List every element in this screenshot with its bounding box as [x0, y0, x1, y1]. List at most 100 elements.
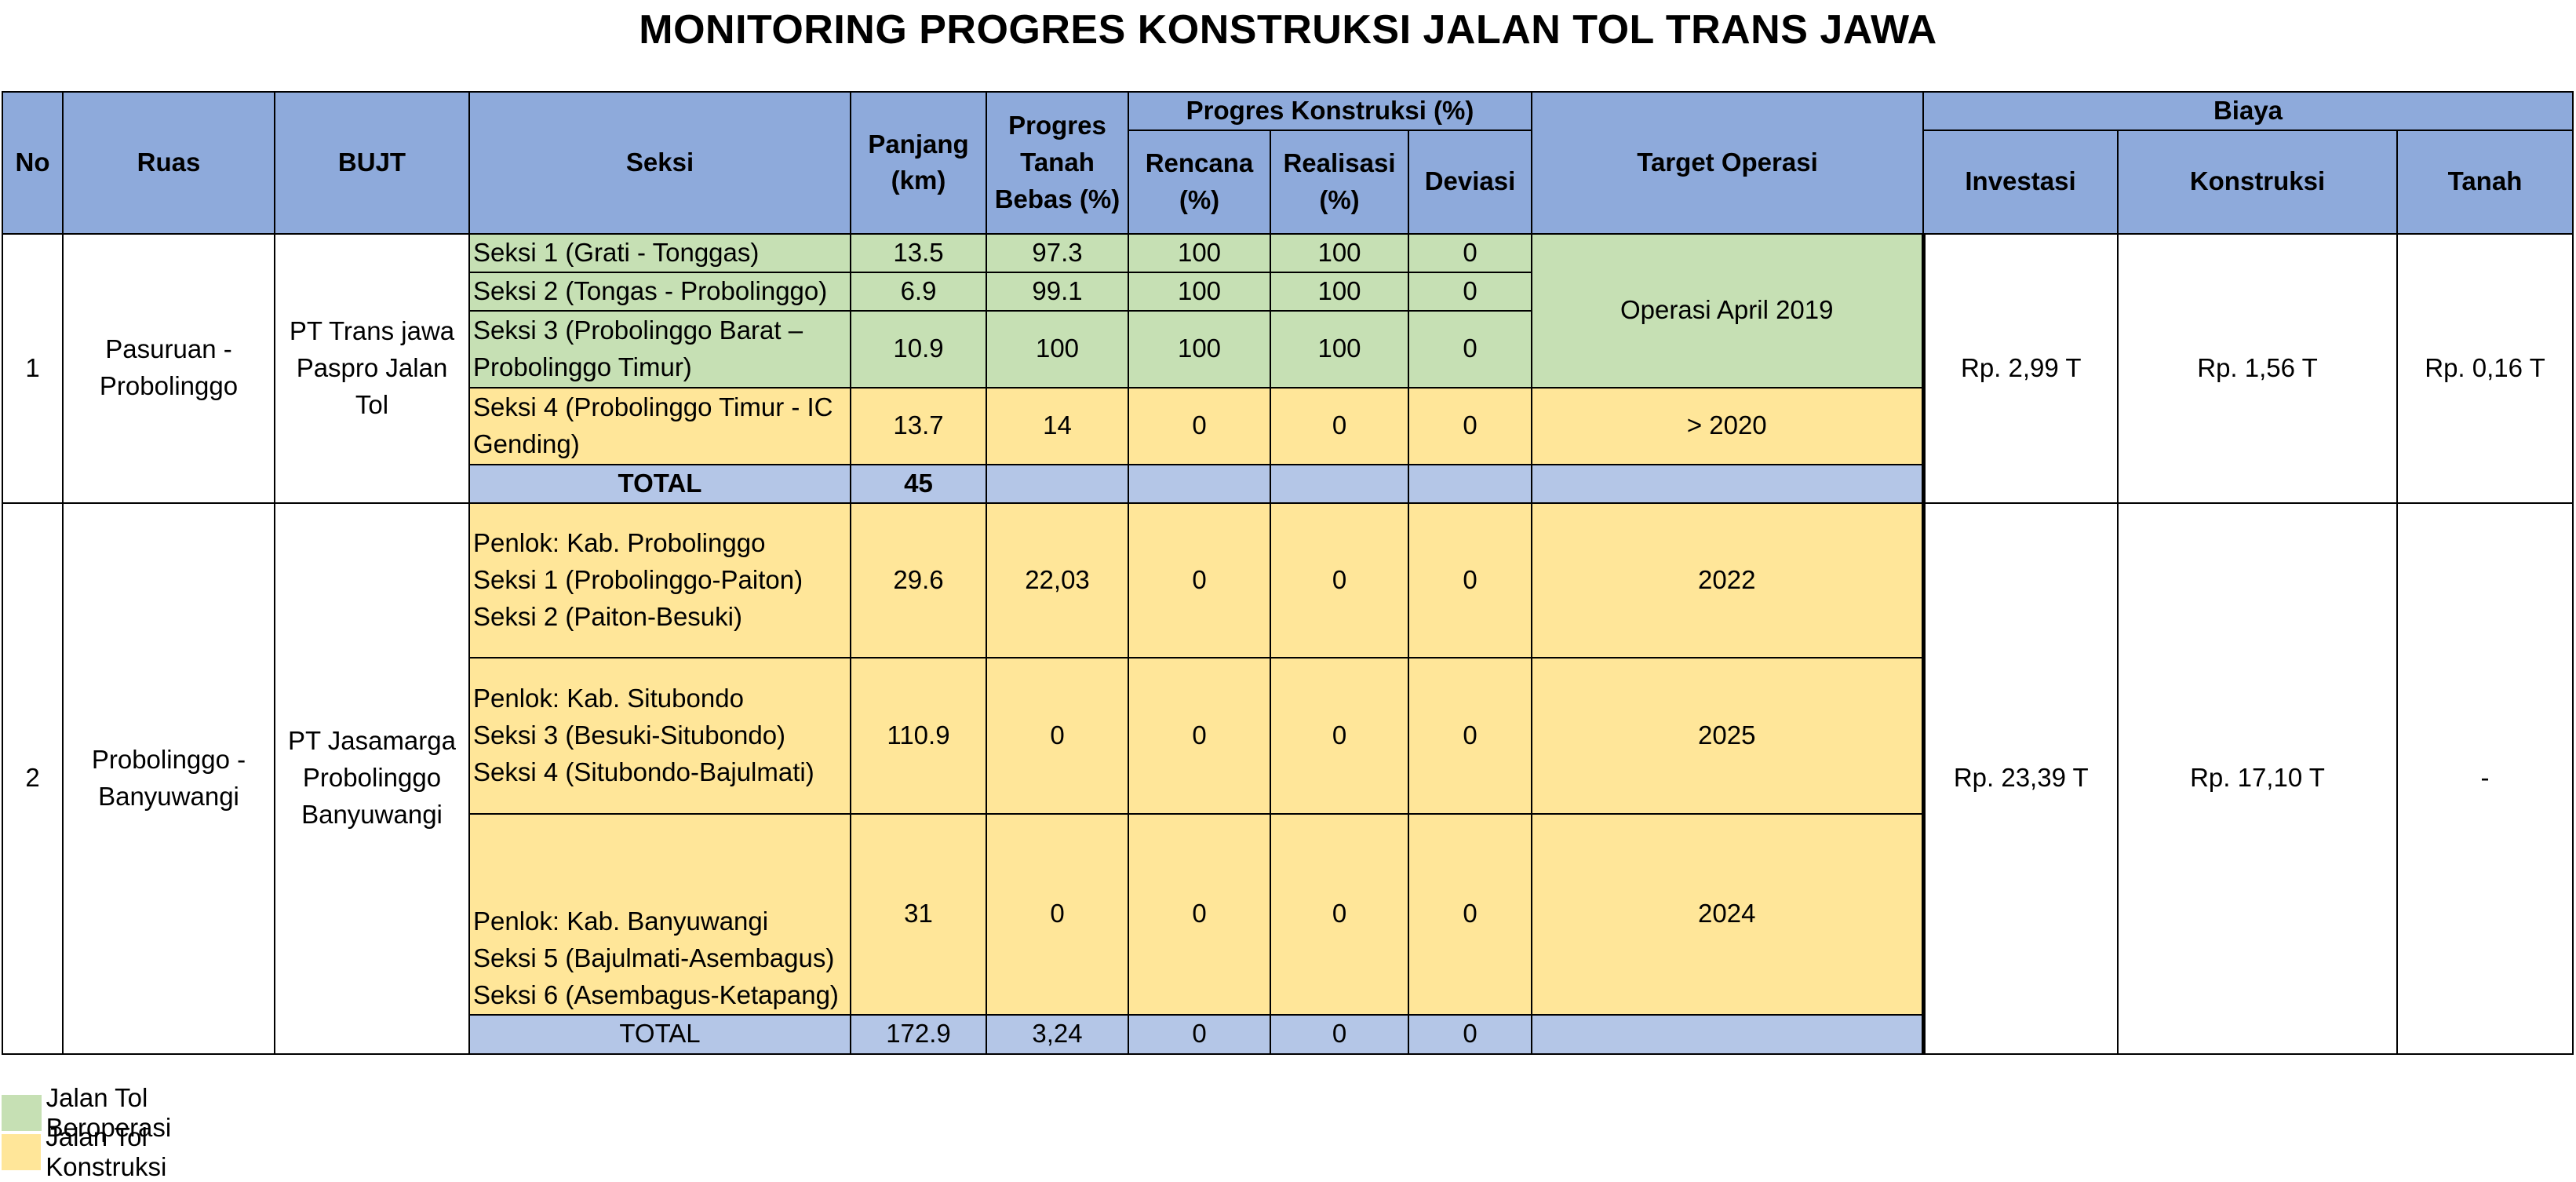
rencana-cell: 0: [1128, 386, 1271, 465]
panjang-cell: 13.7: [850, 386, 987, 465]
seksi-cell: Seksi 1 (Grati - Tonggas): [468, 232, 851, 273]
tanah-bebas-cell: 97.3: [986, 232, 1129, 273]
total-realisasi: 0: [1270, 1013, 1409, 1055]
header-row-1: No Ruas BUJT Seksi Panjang (km) Progres Ta…: [2, 91, 2574, 235]
deviasi-cell: 0: [1408, 502, 1532, 658]
table-row: 1 Pasuruan - Probolinggo PT Trans jawa Pas…: [2, 232, 2574, 504]
tanah-bebas-cell: 99.1: [986, 271, 1129, 312]
panjang-cell: 29.6: [850, 502, 987, 658]
header-seksi: Seksi: [468, 91, 851, 235]
realisasi-cell: 100: [1270, 309, 1409, 389]
header-tanah-bebas: Progres Tanah Bebas (%): [986, 91, 1129, 235]
seksi-cell: Seksi 4 (Probolinggo Timur - IC Gending): [468, 386, 851, 465]
rencana-cell: 100: [1128, 309, 1271, 389]
biaya-konstruksi-cell: Rp. 1,56 T: [2117, 232, 2398, 504]
deviasi-cell: 0: [1408, 656, 1532, 815]
realisasi-cell: 100: [1270, 271, 1409, 312]
header-tanah: Tanah: [2396, 129, 2574, 235]
panjang-cell: 110.9: [850, 656, 987, 815]
realisasi-cell: 0: [1270, 386, 1409, 465]
seksi-cell: Seksi 2 (Tongas - Probolinggo): [468, 271, 851, 312]
rencana-cell: 0: [1128, 502, 1271, 658]
rencana-cell: 0: [1128, 656, 1271, 815]
group-1-ruas: Pasuruan - Probolinggo: [62, 232, 275, 504]
deviasi-cell: 0: [1408, 232, 1532, 273]
header-investasi: Investasi: [1922, 129, 2119, 235]
total-target: [1531, 1013, 1924, 1055]
total-tanah-bebas: 3,24: [986, 1013, 1129, 1055]
seksi-cell: Seksi 3 (Probolinggo Barat – Probolinggo …: [468, 309, 851, 389]
legend-swatch-operating: [2, 1095, 42, 1131]
legend-label-construction: Jalan Tol Konstruksi: [46, 1122, 167, 1181]
table-row: Penlok: Kab. Situbondo Seksi 3 (Besuki-Si…: [2, 656, 2573, 815]
target-operasi-cell: 2025: [1531, 656, 1924, 815]
table-row: 2 Probolinggo - Banyuwangi PT Jasamarga Pr…: [2, 502, 2574, 1055]
table-row: Seksi 4 (Probolinggo Timur - IC Gending) …: [2, 386, 2573, 465]
rencana-cell: 0: [1128, 812, 1271, 1016]
total-row: TOTAL 172.9 3,24 0 0 0: [2, 1013, 2573, 1055]
tanah-bebas-cell: 0: [986, 812, 1129, 1016]
group-1-bujt: PT Trans jawa Paspro Jalan Tol: [274, 232, 470, 504]
realisasi-cell: 100: [1270, 232, 1409, 273]
panjang-cell: 6.9: [850, 271, 987, 312]
seksi-cell: Penlok: Kab. Banyuwangi Seksi 5 (Bajulmat…: [468, 812, 851, 1016]
legend-item-construction: Jalan Tol Konstruksi: [2, 1122, 190, 1182]
header-panjang: Panjang (km): [850, 91, 987, 235]
header-deviasi: Deviasi: [1408, 129, 1532, 235]
header-row-2: Rencana (%) Realisasi (%) Deviasi Investas…: [2, 129, 2574, 235]
biaya-tanah-cell: Rp. 0,16 T: [2396, 232, 2574, 504]
total-panjang: 45: [850, 463, 987, 504]
total-target: [1531, 463, 1924, 504]
biaya-investasi-cell: Rp. 2,99 T: [1921, 232, 2119, 504]
header-no: No: [2, 91, 64, 235]
tanah-bebas-cell: 22,03: [986, 502, 1129, 658]
header-biaya: Biaya: [1922, 91, 2574, 131]
total-label: TOTAL: [468, 1013, 851, 1055]
header-progres-konstruksi: Progres Konstruksi (%): [1128, 91, 1532, 131]
header-bujt: BUJT: [274, 91, 470, 235]
deviasi-cell: 0: [1408, 309, 1532, 389]
seksi-cell: Penlok: Kab. Probolinggo Seksi 1 (Proboli…: [468, 502, 851, 658]
seksi-cell: Penlok: Kab. Situbondo Seksi 3 (Besuki-Si…: [468, 656, 851, 815]
panjang-cell: 31: [850, 812, 987, 1016]
total-deviasi: 0: [1408, 1013, 1532, 1055]
table-row: Seksi 3 (Probolinggo Barat – Probolinggo …: [2, 309, 2573, 389]
biaya-investasi-cell: Rp. 23,39 T: [1921, 502, 2119, 1055]
realisasi-cell: 0: [1270, 502, 1409, 658]
total-deviasi: [1408, 463, 1532, 504]
header-ruas: Ruas: [62, 91, 275, 235]
deviasi-cell: 0: [1408, 271, 1532, 312]
target-operasi-cell: > 2020: [1531, 386, 1924, 465]
progress-table: No Ruas BUJT Seksi Panjang (km) Progres Ta…: [2, 91, 2574, 1055]
group-2-bujt: PT Jasamarga Probolinggo Banyuwangi: [274, 502, 470, 1055]
tanah-bebas-cell: 0: [986, 656, 1129, 815]
tanah-bebas-cell: 100: [986, 309, 1129, 389]
total-rencana: [1128, 463, 1271, 504]
deviasi-cell: 0: [1408, 386, 1532, 465]
panjang-cell: 10.9: [850, 309, 987, 389]
legend-swatch-construction: [2, 1134, 42, 1170]
target-operasi-cell: Operasi April 2019: [1531, 232, 1924, 389]
target-operasi-cell: 2022: [1531, 502, 1924, 658]
table-row: Seksi 2 (Tongas - Probolinggo) 6.9 99.1 …: [2, 271, 2573, 312]
header-realisasi: Realisasi (%): [1270, 129, 1409, 235]
rencana-cell: 100: [1128, 271, 1271, 312]
realisasi-cell: 0: [1270, 656, 1409, 815]
total-panjang: 172.9: [850, 1013, 987, 1055]
page-title: MONITORING PROGRES KONSTRUKSI JALAN TOL …: [639, 7, 1937, 53]
group-2-ruas: Probolinggo - Banyuwangi: [62, 502, 275, 1055]
total-realisasi: [1270, 463, 1409, 504]
rencana-cell: 100: [1128, 232, 1271, 273]
biaya-tanah-cell: -: [2396, 502, 2574, 1055]
header-rencana: Rencana (%): [1128, 129, 1271, 235]
target-operasi-cell: 2024: [1531, 812, 1924, 1016]
tanah-bebas-cell: 14: [986, 386, 1129, 465]
panjang-cell: 13.5: [850, 232, 987, 273]
total-tanah-bebas: [986, 463, 1129, 504]
total-rencana: 0: [1128, 1013, 1271, 1055]
total-row: TOTAL 45: [2, 463, 2573, 504]
table-row: Penlok: Kab. Banyuwangi Seksi 5 (Bajulmat…: [2, 812, 2573, 1016]
legend-item-operating: Jalan Tol Beroperasi: [2, 1083, 195, 1143]
biaya-konstruksi-cell: Rp. 17,10 T: [2117, 502, 2398, 1055]
header-target-operasi: Target Operasi: [1531, 91, 1924, 235]
